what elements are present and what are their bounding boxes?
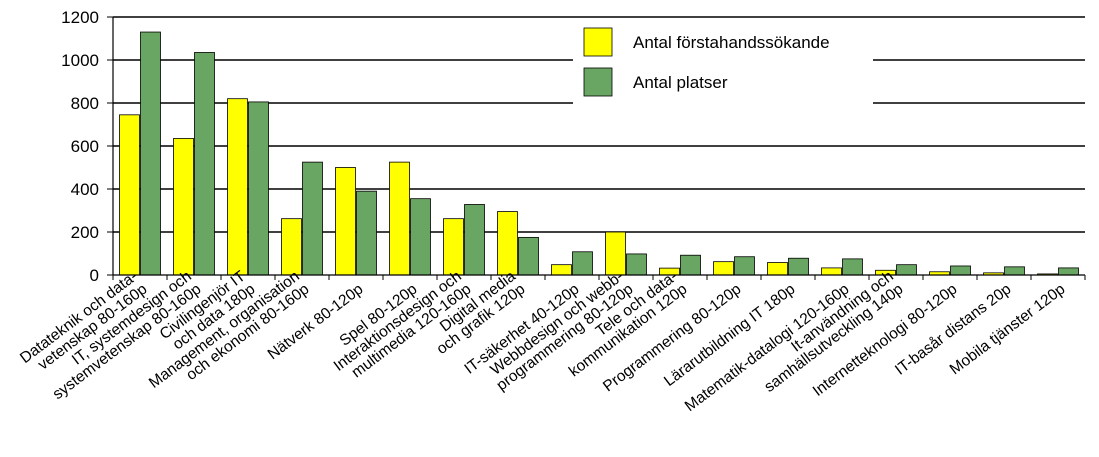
y-tick-labels: 0 200 400 600 800 1000 1200: [61, 8, 99, 285]
bar-forstahandssokande: [551, 264, 572, 276]
bar-forstahandssokande: [821, 267, 842, 276]
legend: Antal förstahandssökande Antal platser: [573, 22, 873, 104]
bar-forstahandssokande: [713, 261, 734, 276]
bar-platser: [302, 161, 323, 276]
y-tick-label: 1000: [61, 51, 99, 70]
bar-forstahandssokande: [497, 211, 518, 276]
bar-forstahandssokande: [119, 114, 140, 276]
y-tick-label: 600: [71, 137, 99, 156]
y-tick-label: 200: [71, 223, 99, 242]
bar-platser: [842, 258, 863, 276]
bar-platser: [248, 101, 269, 276]
bar-platser: [140, 31, 161, 276]
bar-forstahandssokande: [281, 218, 302, 276]
bar-forstahandssokande: [227, 98, 248, 276]
bar-platser: [626, 253, 647, 276]
bar-forstahandssokande: [173, 138, 194, 276]
bar-forstahandssokande: [335, 167, 356, 276]
legend-label: Antal platser: [633, 73, 728, 92]
bar-platser: [464, 204, 485, 276]
x-tick-labels: Datateknik och data-vetenskap 80-160pIT,…: [17, 268, 1068, 415]
bars-layer: [119, 31, 1079, 276]
bar-platser: [1058, 267, 1079, 276]
bar-platser: [518, 236, 539, 276]
bar-forstahandssokande: [389, 161, 410, 276]
legend-box: [573, 22, 873, 104]
y-tick-label: 1200: [61, 8, 99, 27]
bar-forstahandssokande: [443, 218, 464, 276]
bar-platser: [410, 198, 431, 276]
bar-platser: [950, 265, 971, 276]
y-tick-label: 0: [90, 266, 99, 285]
bar-platser: [356, 190, 377, 276]
bar-platser: [572, 251, 593, 276]
bar-platser: [734, 256, 755, 276]
y-tick-label: 400: [71, 180, 99, 199]
bar-platser: [1004, 266, 1025, 276]
bar-platser: [680, 254, 701, 276]
legend-swatch: [583, 27, 613, 57]
axis-layer: [107, 16, 1086, 280]
bar-forstahandssokande: [767, 262, 788, 276]
bar-platser: [788, 257, 809, 276]
legend-label: Antal förstahandssökande: [633, 33, 830, 52]
bar-platser: [194, 52, 215, 276]
legend-swatch: [583, 67, 613, 97]
y-tick-label: 800: [71, 94, 99, 113]
bar-platser: [896, 264, 917, 276]
